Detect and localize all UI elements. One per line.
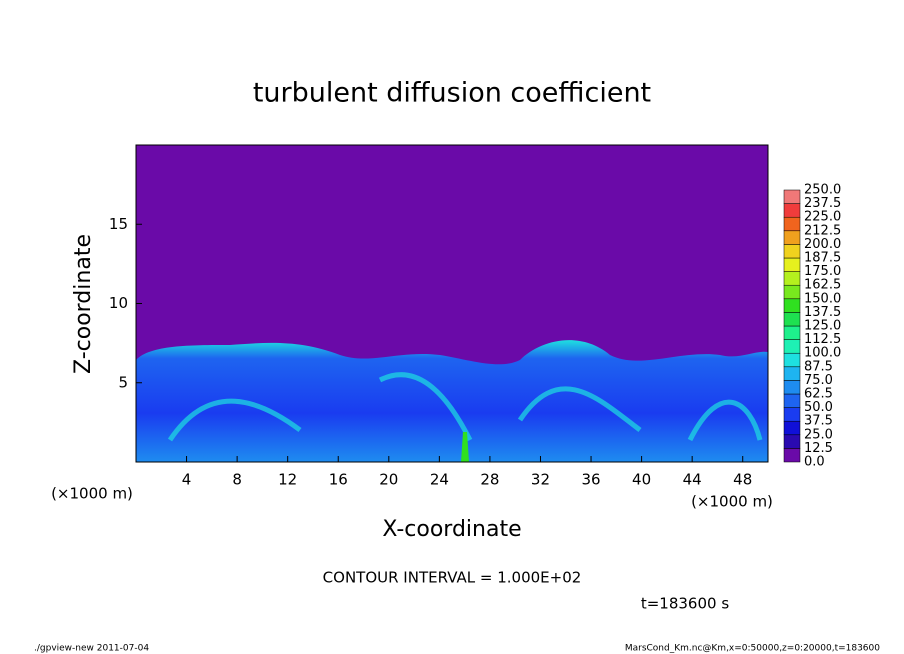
colorbar-box [783, 325, 801, 340]
x-unit: (×1000 m) [51, 485, 133, 503]
colorbar-label: 87.5 [804, 359, 833, 374]
y-unit: (×1000 m) [691, 493, 773, 511]
colorbar-label: 37.5 [804, 414, 833, 429]
colorbar-box [783, 420, 801, 436]
x-tick-label: 48 [733, 471, 752, 489]
x-tick-label: 12 [278, 471, 297, 489]
x-axis-label: X-coordinate [382, 517, 521, 542]
contour-interval: CONTOUR INTERVAL = 1.000E+02 [323, 569, 582, 587]
x-tick-label: 32 [531, 471, 550, 489]
colorbar-box [783, 284, 801, 300]
colorbar-box [783, 339, 801, 354]
colorbar-label: 112.5 [804, 332, 841, 347]
colorbar-label: 12.5 [804, 441, 833, 456]
colorbar-box [783, 448, 801, 463]
colorbar-box [783, 393, 801, 408]
chart-title: turbulent diffusion coefficient [253, 78, 651, 109]
colorbar-label: 25.0 [804, 427, 833, 442]
footer-right: MarsCond_Km.nc@Km,x=0:50000,z=0:20000,t=… [625, 644, 880, 654]
colorbar-label: 187.5 [804, 251, 841, 266]
colorbar-box [783, 216, 801, 232]
colorbar-label: 137.5 [804, 305, 841, 320]
x-tick-label: 24 [430, 471, 449, 489]
y-tick-label: 15 [109, 215, 128, 233]
plot-field [135, 144, 769, 463]
colorbar-label: 212.5 [804, 223, 841, 238]
swirls [167, 372, 763, 442]
x-tick-label: 20 [379, 471, 398, 489]
colorbar-label: 62.5 [804, 387, 833, 402]
colorbar-box [783, 203, 801, 218]
colorbar-box [783, 352, 801, 368]
x-tick-label: 8 [232, 471, 242, 489]
y-tick-label: 5 [118, 373, 128, 391]
colorbar-label: 0.0 [804, 455, 825, 470]
time-label: t=183600 s [641, 595, 729, 613]
y-tick-label: 10 [109, 294, 128, 312]
x-tick-label: 4 [182, 471, 192, 489]
colorbar-box [783, 257, 801, 272]
colorbar-box [783, 298, 801, 313]
x-tick-label: 28 [480, 471, 499, 489]
colorbar-box [783, 380, 801, 395]
colorbar-label: 150.0 [804, 291, 841, 306]
colorbar-box [783, 189, 801, 204]
plume [461, 432, 469, 462]
colorbar-box [783, 434, 801, 449]
x-tick-label: 40 [632, 471, 651, 489]
colorbar-label: 200.0 [804, 237, 841, 252]
colorbar-label: 125.0 [804, 319, 841, 334]
colorbar-box [783, 230, 801, 245]
colorbar-label: 225.0 [804, 210, 841, 225]
colorbar-box [783, 407, 801, 422]
colorbar-box [783, 244, 801, 259]
colorbar-label: 75.0 [804, 373, 833, 388]
colorbar-box [783, 312, 801, 327]
turbulent-layer [136, 340, 768, 462]
x-tick-label: 36 [581, 471, 600, 489]
footer-left: ./gpview-new 2011-07-04 [34, 644, 149, 654]
x-tick-label: 44 [683, 471, 702, 489]
colorbar-label: 162.5 [804, 278, 841, 293]
y-axis-label: Z-coordinate [71, 234, 96, 374]
colorbar-box [783, 366, 801, 381]
colorbar-label: 50.0 [804, 400, 833, 415]
colorbar-box [783, 271, 801, 286]
colorbar-label: 175.0 [804, 264, 841, 279]
x-tick-label: 16 [329, 471, 348, 489]
colorbar-label: 100.0 [804, 346, 841, 361]
colorbar-label: 237.5 [804, 196, 841, 211]
colorbar-label: 250.0 [804, 183, 841, 198]
